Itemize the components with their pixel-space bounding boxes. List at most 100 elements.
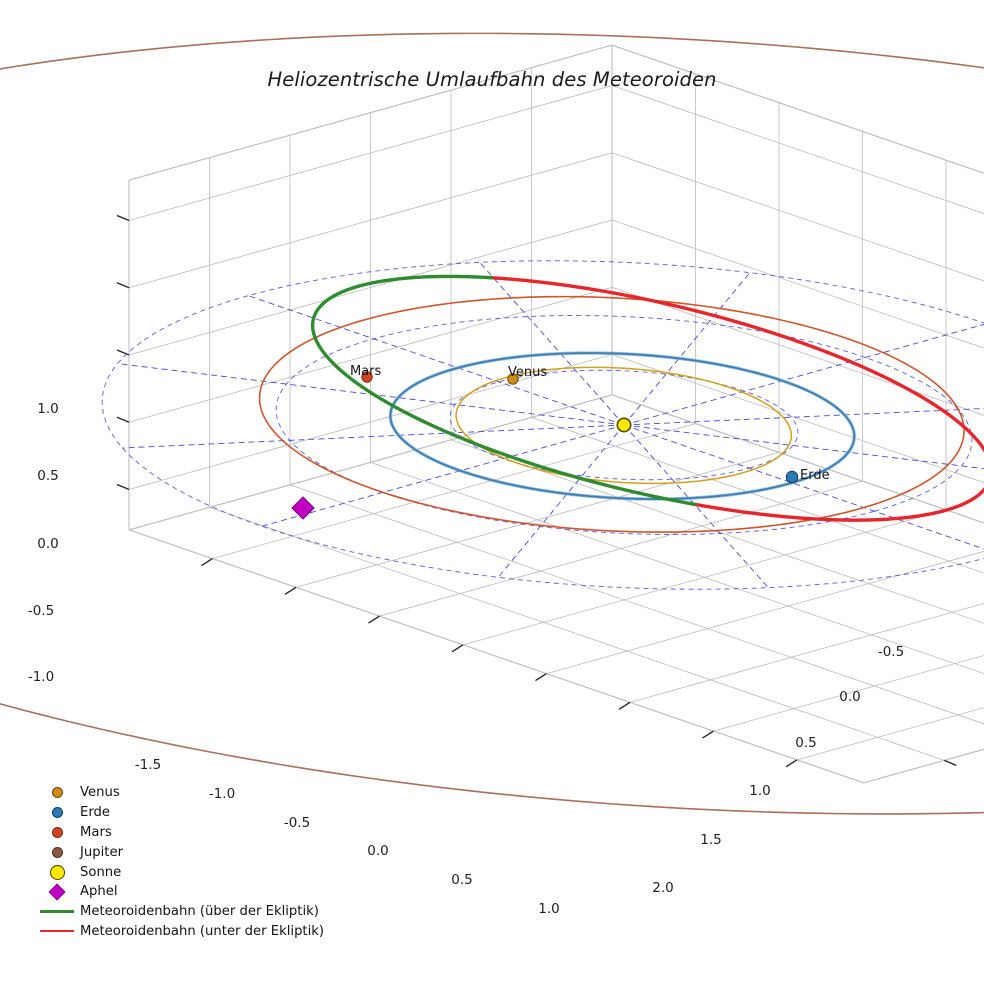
back-wall-grid-z — [611, 85, 984, 214]
left-wall-grid-z — [128, 152, 613, 289]
x-tickmark — [451, 644, 464, 653]
z-tick-label-0: 1.0 — [37, 401, 59, 417]
box-edge — [128, 394, 613, 531]
annotation-venus: Venus — [508, 365, 548, 380]
legend: Venus Erde Mars Jupiter Sonne Aphel Meteoroide… — [34, 783, 334, 941]
legend-marker-dot — [34, 787, 80, 799]
axes-tickmarks — [116, 214, 957, 768]
legend-item-venus[interactable]: Venus — [34, 783, 334, 803]
legend-label: Venus — [80, 785, 120, 801]
axes-box-edges — [128, 44, 984, 784]
legend-marker-dot — [34, 826, 80, 838]
left-wall-grid-z — [128, 219, 613, 356]
legend-item-jupiter[interactable]: Jupiter — [34, 842, 334, 862]
x-tick-label-4: 0.5 — [451, 872, 473, 888]
polar-grid-spoke-10 — [497, 424, 625, 578]
x-tickmark — [535, 673, 547, 682]
x-tick-label-3: 0.0 — [367, 843, 389, 859]
legend-item-aphel[interactable]: Aphel — [34, 882, 334, 902]
legend-marker-dot — [34, 864, 80, 880]
annotation-mars: Mars — [350, 364, 382, 379]
y-tick-label-2: 0.5 — [795, 735, 817, 751]
box-edge — [611, 44, 984, 174]
box-edge — [611, 394, 984, 524]
legend-dot-icon — [51, 807, 63, 819]
left-wall-grid-z — [128, 85, 613, 221]
z-tick-label-3: -0.5 — [27, 603, 55, 619]
y-tick-label-4: 1.5 — [700, 832, 722, 848]
polar-grid-spoke-11 — [623, 424, 769, 588]
legend-dot-icon — [51, 787, 63, 799]
back-wall-grid-z — [611, 354, 984, 483]
legend-marker-line — [34, 910, 80, 914]
legend-dot-icon — [51, 826, 63, 838]
x-tickmark — [284, 586, 297, 595]
x-tick-label-1: -1.0 — [208, 786, 236, 802]
legend-item-sonne[interactable]: Sonne — [34, 862, 334, 882]
z-tick-label-2: 0.0 — [37, 536, 59, 552]
legend-marker-line — [34, 930, 80, 933]
floor-grid-y — [289, 484, 984, 725]
back-wall-grid-z — [611, 152, 984, 282]
x-tickmark — [201, 558, 213, 567]
annotation-erde: Erde — [800, 468, 830, 483]
orbit-mars — [258, 295, 965, 533]
meteoroid-above-ecliptic — [569, 474, 699, 507]
marker-erde — [785, 470, 799, 484]
legend-diamond-icon — [48, 883, 66, 901]
polar-grid-spoke-4 — [623, 272, 751, 426]
y-tick-label-3: 1.0 — [749, 783, 771, 799]
x-tick-label-0: -1.5 — [134, 757, 162, 773]
z-tick-label-1: 0.5 — [37, 468, 59, 484]
z-tickmark — [116, 349, 130, 356]
legend-marker-dot — [34, 846, 80, 858]
legend-label: Mars — [80, 824, 112, 840]
x-tickmark — [618, 701, 631, 710]
z-tick-label-4: -1.0 — [27, 669, 55, 685]
polar-grid-spoke-8 — [122, 424, 625, 449]
meteoroid-orbit — [310, 274, 984, 522]
floor-grid-y — [450, 439, 984, 624]
legend-dot-icon — [49, 864, 65, 880]
x-tick-label-2: -0.5 — [283, 815, 311, 831]
legend-line-icon — [40, 910, 74, 914]
left-wall-grid-z — [128, 286, 613, 423]
legend-label: Meteoroidenbahn (unter der Ekliptik) — [80, 923, 325, 939]
legend-dot-icon — [51, 846, 63, 858]
floor-grid-y — [209, 506, 945, 761]
meteoroid-above-ecliptic — [310, 274, 573, 478]
x-tickmark — [702, 730, 714, 739]
legend-item-mars[interactable]: Mars — [34, 823, 334, 843]
legend-item-meteoroidenbahn[interactable]: Meteoroidenbahn (über der Ekliptik) — [34, 902, 334, 922]
box-edge — [128, 44, 613, 181]
axes-gridlines — [128, 44, 984, 784]
back-wall-grid-z — [611, 286, 984, 416]
box-edge — [128, 529, 864, 784]
legend-item-erde[interactable]: Erde — [34, 803, 334, 823]
body-markers — [291, 371, 799, 520]
legend-label: Jupiter — [80, 844, 123, 860]
marker-aphel — [291, 496, 315, 520]
polar-grid-spoke-9 — [261, 424, 625, 527]
marker-venus — [507, 373, 519, 385]
polar-grid-spoke-0 — [623, 424, 984, 550]
polar-grid-spoke-3 — [623, 323, 984, 426]
legend-marker-dot — [34, 807, 80, 819]
x-tickmark — [368, 615, 380, 624]
meteoroid-below-ecliptic — [490, 276, 984, 522]
legend-label: Aphel — [80, 884, 118, 900]
z-tickmark — [116, 282, 130, 289]
x-tick-label-5: 1.0 — [538, 901, 560, 917]
orbit-erde — [389, 352, 856, 500]
legend-marker-diamond — [34, 883, 80, 901]
legend-label: Meteoroidenbahn (über der Ekliptik) — [80, 904, 319, 920]
marker-sonne — [616, 417, 632, 433]
legend-item-meteoroidenbahn[interactable]: Meteoroidenbahn (unter der Ekliptik) — [34, 922, 334, 942]
polar-grid-spoke-2 — [623, 408, 984, 426]
polar-grid-spoke-5 — [479, 262, 625, 426]
x-tickmark — [785, 759, 798, 768]
z-tickmark — [116, 483, 130, 491]
y-tickmark — [944, 759, 957, 766]
